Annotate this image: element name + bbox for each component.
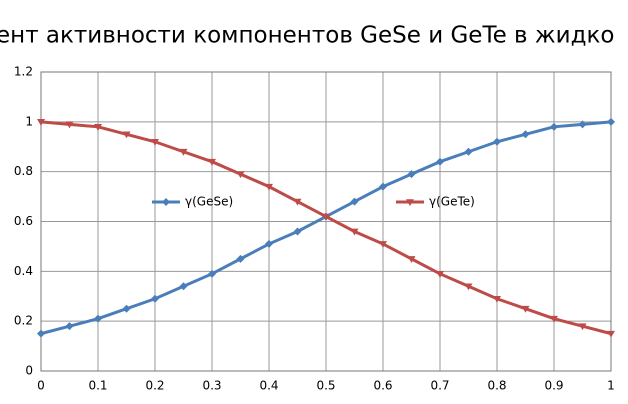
x-tick-label: 0 xyxy=(37,379,45,393)
data-point xyxy=(350,197,359,206)
legend-marker xyxy=(162,198,170,206)
data-point xyxy=(521,305,530,313)
data-point xyxy=(578,120,587,129)
data-point xyxy=(407,256,416,263)
data-point xyxy=(350,228,359,236)
x-tick-label: 1 xyxy=(607,379,615,393)
x-tick-label: 0.8 xyxy=(487,379,506,393)
data-point xyxy=(236,254,245,263)
x-tick-label: 0.6 xyxy=(373,379,392,393)
x-tick-label: 0.7 xyxy=(430,379,449,393)
data-point xyxy=(94,314,102,323)
data-point xyxy=(179,148,188,156)
chart-title: ент активности компонентов GeSe и GeTe в… xyxy=(0,23,614,49)
data-point xyxy=(122,304,131,313)
x-tick-label: 0.4 xyxy=(259,379,278,393)
data-point xyxy=(208,158,216,166)
data-point xyxy=(464,283,473,291)
y-tick-label: 0.4 xyxy=(14,264,33,278)
data-point xyxy=(265,183,273,191)
data-point xyxy=(493,137,501,146)
data-point xyxy=(37,119,45,126)
data-point xyxy=(379,182,387,191)
x-tick-label: 0.1 xyxy=(88,379,107,393)
y-tick-label: 1 xyxy=(25,114,33,128)
data-point xyxy=(436,157,444,166)
x-tick-label: 0.2 xyxy=(145,379,164,393)
data-point xyxy=(265,239,273,248)
data-point xyxy=(151,138,159,146)
data-point xyxy=(122,131,131,139)
data-point xyxy=(94,124,102,131)
data-point xyxy=(521,130,530,139)
data-point xyxy=(607,330,615,338)
data-point xyxy=(208,269,216,278)
data-point xyxy=(236,171,245,179)
data-point xyxy=(65,121,74,129)
data-point xyxy=(407,170,416,179)
x-tick-label: 0.5 xyxy=(316,379,335,393)
data-point xyxy=(293,227,302,236)
data-point xyxy=(151,294,159,303)
y-tick-label: 0 xyxy=(25,364,33,378)
x-tick-label: 0.3 xyxy=(202,379,221,393)
x-tick-label: 0.9 xyxy=(544,379,563,393)
data-point xyxy=(436,271,444,278)
legend-label: γ(GeTe) xyxy=(429,195,475,209)
y-tick-label: 1.2 xyxy=(14,65,33,79)
legend-label: γ(GeSe) xyxy=(185,195,233,209)
data-point xyxy=(322,213,330,221)
y-tick-label: 0.2 xyxy=(14,314,33,328)
data-point xyxy=(37,329,45,338)
data-point xyxy=(379,241,387,248)
data-point xyxy=(550,315,558,323)
y-tick-label: 0.8 xyxy=(14,164,33,178)
data-point xyxy=(493,295,501,303)
data-point xyxy=(179,282,188,291)
data-point xyxy=(607,117,615,126)
data-point xyxy=(578,323,587,331)
data-point xyxy=(550,122,558,131)
y-tick-label: 0.6 xyxy=(14,214,33,228)
plot-frame xyxy=(40,71,612,372)
legend-marker xyxy=(406,199,414,206)
data-point xyxy=(464,147,473,156)
data-point xyxy=(293,198,302,206)
data-point xyxy=(65,322,74,331)
